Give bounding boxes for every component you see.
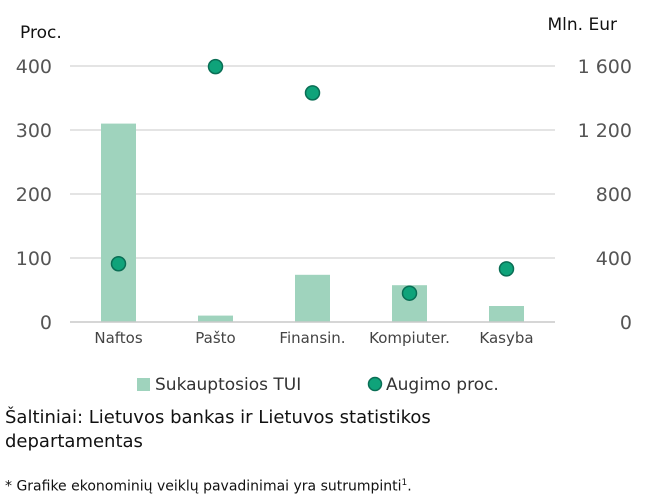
right-tick-label: 1 600: [578, 56, 632, 78]
legend-dot-swatch: [367, 376, 383, 392]
legend-dot-label: Augimo proc.: [386, 375, 499, 395]
footnote-text: * Grafike ekonominių veiklų pavadinimai …: [5, 478, 402, 495]
scatter-series: [110, 58, 515, 301]
gridlines: [70, 65, 555, 259]
data-point: [498, 261, 515, 277]
right-axis-ticks: 0 400 800 1 200 1 600: [578, 56, 632, 334]
left-axis-title: Proc.: [20, 23, 62, 43]
left-tick-label: 300: [16, 120, 52, 142]
data-point: [304, 85, 321, 101]
legend: Sukauptosios TUI Augimo proc.: [137, 375, 499, 395]
data-point: [401, 285, 418, 301]
data-point: [110, 256, 127, 272]
footnote-end: .: [407, 478, 412, 495]
left-tick-label: 100: [16, 248, 52, 270]
left-tick-label: 200: [16, 184, 52, 206]
bar: [101, 123, 136, 322]
bar: [489, 306, 524, 322]
right-tick-label: 0: [620, 312, 632, 334]
category-label: Kasyba: [479, 329, 533, 347]
left-tick-label: 0: [40, 312, 52, 334]
category-label: Pašto: [195, 329, 235, 347]
source-note: Šaltiniai: Lietuvos bankas ir Lietuvos s…: [5, 407, 431, 452]
category-label: Kompiuter.: [369, 329, 450, 347]
right-tick-label: 800: [596, 184, 632, 206]
legend-bar-label: Sukauptosios TUI: [155, 375, 301, 395]
bar: [295, 274, 330, 322]
bar: [198, 315, 233, 322]
footnote: * Grafike ekonominių veiklų pavadinimai …: [5, 474, 412, 496]
category-label: Finansin.: [279, 329, 345, 347]
data-point: [207, 58, 224, 75]
right-axis-title: Mln. Eur: [548, 15, 617, 35]
bar-series: [101, 123, 524, 322]
category-label: Naftos: [94, 329, 142, 347]
right-tick-label: 1 200: [578, 120, 632, 142]
footnote-superscript: 1: [401, 478, 408, 488]
combo-chart: 0 100 200 300 400 0 400 800 1 200 1 600 Naftos Pa…: [16, 15, 632, 395]
legend-bar-swatch: [137, 378, 150, 391]
left-tick-label: 400: [16, 56, 52, 78]
right-tick-label: 400: [596, 248, 632, 270]
left-axis-ticks: 0 100 200 300 400: [16, 56, 52, 334]
x-axis-labels: Naftos Pašto Finansin. Kompiuter. Kasyba: [94, 329, 533, 347]
